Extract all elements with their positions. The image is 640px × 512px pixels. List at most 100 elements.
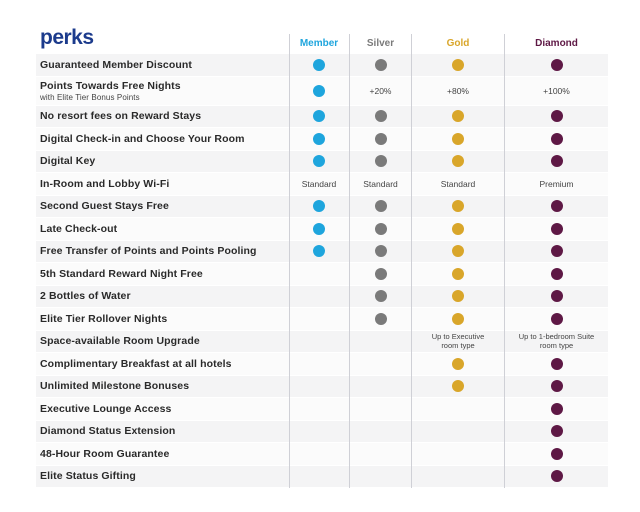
perk-name: Points Towards Free Nights [40, 79, 181, 92]
table-row: 5th Standard Reward Night Free [36, 263, 608, 286]
table-row: Complimentary Breakfast at all hotels [36, 353, 608, 376]
cell-diamond [505, 353, 608, 375]
cell-diamond [505, 376, 608, 398]
cell-member [289, 54, 349, 76]
perk-label: Guaranteed Member Discount [40, 54, 192, 76]
table-row: No resort fees on Reward Stays [36, 105, 608, 128]
perks-table: Member Silver Gold Diamond Guaranteed Me… [36, 34, 608, 488]
perk-label: Elite Tier Rollover Nights [40, 308, 167, 330]
perk-name: Elite Tier Rollover Nights [40, 312, 168, 325]
row-background [36, 398, 608, 420]
perk-name: Late Check-out [40, 222, 118, 235]
perk-name: Second Guest Stays Free [40, 200, 169, 213]
cell-diamond [505, 398, 608, 420]
cell-member [289, 331, 349, 353]
table-row: Elite Tier Rollover Nights [36, 308, 608, 331]
included-dot-icon [550, 312, 563, 325]
cell-member [289, 308, 349, 330]
cell-value: +20% [369, 85, 392, 96]
perk-label: Unlimited Milestone Bonuses [40, 376, 189, 398]
perk-label: No resort fees on Reward Stays [40, 106, 201, 128]
table-row: Guaranteed Member Discount [36, 54, 608, 77]
table-row: Points Towards Free Nights with Elite Tie… [36, 76, 608, 106]
cell-value: +80% [447, 85, 469, 96]
included-dot-icon [550, 155, 563, 168]
cell-member [289, 376, 349, 398]
included-dot-icon [550, 58, 563, 71]
included-dot-icon [452, 380, 464, 393]
cell-diamond [505, 106, 608, 128]
included-dot-icon [374, 110, 387, 123]
cell-silver [350, 151, 411, 173]
included-dot-icon [452, 357, 464, 370]
page-title: perks [40, 26, 94, 49]
included-dot-icon [550, 245, 563, 258]
cell-diamond: +100% [505, 77, 608, 105]
table-row: In-Room and Lobby Wi-Fi Standard Standard S… [36, 173, 608, 196]
included-dot-icon [550, 357, 563, 370]
cell-member [289, 466, 349, 488]
cell-silver [350, 54, 411, 76]
cell-gold [412, 286, 504, 308]
cell-diamond [505, 286, 608, 308]
cell-gold [412, 54, 504, 76]
included-dot-icon [313, 110, 325, 123]
cell-silver [350, 331, 411, 353]
perk-name: Elite Status Gifting [40, 470, 136, 483]
cell-silver [350, 241, 411, 263]
perk-label: 2 Bottles of Water [40, 286, 131, 308]
cell-member [289, 353, 349, 375]
included-dot-icon [313, 222, 325, 235]
included-dot-icon [313, 200, 325, 213]
tier-header-silver: Silver [366, 38, 395, 49]
cell-gold [412, 128, 504, 150]
column-divider [349, 34, 350, 488]
cell-gold [412, 196, 504, 218]
column-divider [504, 34, 505, 488]
included-dot-icon [550, 470, 563, 483]
cell-diamond [505, 263, 608, 285]
cell-diamond [505, 241, 608, 263]
included-dot-icon [550, 267, 563, 280]
included-dot-icon [374, 312, 387, 325]
cell-diamond: Premium [505, 173, 608, 195]
cell-silver [350, 106, 411, 128]
table-row: 2 Bottles of Water [36, 285, 608, 308]
table-row: Free Transfer of Points and Points Pooli… [36, 240, 608, 263]
perk-name: Complimentary Breakfast at all hotels [40, 357, 232, 370]
perk-name: Diamond Status Extension [40, 425, 176, 438]
cell-gold [412, 218, 504, 240]
table-row: Late Check-out [36, 218, 608, 241]
included-dot-icon [452, 58, 464, 71]
perk-label: Free Transfer of Points and Points Pooli… [40, 241, 257, 263]
cell-silver [350, 466, 411, 488]
cell-silver [350, 353, 411, 375]
cell-gold [412, 443, 504, 465]
cell-value: Standard [363, 178, 398, 189]
cell-member [289, 241, 349, 263]
included-dot-icon [550, 425, 563, 438]
cell-silver [350, 308, 411, 330]
table-row: Elite Status Gifting [36, 465, 608, 488]
cell-member [289, 218, 349, 240]
column-divider [289, 34, 290, 488]
perk-label: In-Room and Lobby Wi-Fi [40, 173, 169, 195]
included-dot-icon [313, 84, 325, 97]
perk-name: 48-Hour Room Guarantee [40, 447, 170, 460]
included-dot-icon [374, 222, 387, 235]
included-dot-icon [374, 132, 387, 145]
table-row: Executive Lounge Access [36, 398, 608, 421]
perk-name: 5th Standard Reward Night Free [40, 267, 203, 280]
included-dot-icon [452, 267, 464, 280]
row-background [36, 263, 608, 285]
cell-gold [412, 421, 504, 443]
cell-diamond: Up to 1-bedroom Suite room type [505, 331, 608, 353]
table-row: 48-Hour Room Guarantee [36, 443, 608, 466]
cell-diamond [505, 443, 608, 465]
tier-header-row: Member Silver Gold Diamond [36, 34, 608, 54]
cell-silver [350, 376, 411, 398]
tier-header-gold: Gold [446, 38, 470, 49]
included-dot-icon [452, 245, 464, 258]
perk-label: 5th Standard Reward Night Free [40, 263, 203, 285]
row-background [36, 330, 608, 352]
